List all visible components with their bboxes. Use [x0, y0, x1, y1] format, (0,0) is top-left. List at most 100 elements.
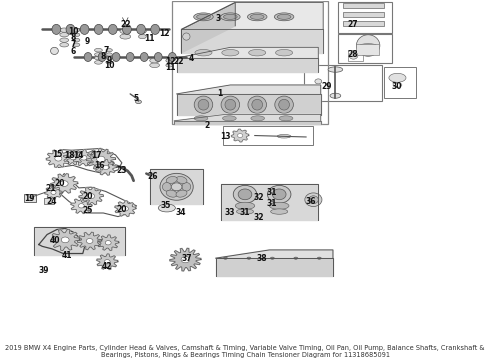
- Text: 9: 9: [85, 37, 90, 46]
- Ellipse shape: [270, 209, 288, 214]
- Ellipse shape: [162, 183, 171, 191]
- Ellipse shape: [136, 100, 142, 104]
- Ellipse shape: [140, 53, 148, 62]
- Ellipse shape: [95, 60, 102, 64]
- Circle shape: [238, 134, 243, 138]
- Ellipse shape: [80, 24, 89, 35]
- Ellipse shape: [318, 257, 321, 259]
- Bar: [338, 3, 392, 33]
- Ellipse shape: [94, 24, 103, 35]
- Ellipse shape: [194, 116, 208, 121]
- Ellipse shape: [66, 24, 75, 35]
- Ellipse shape: [279, 116, 293, 121]
- Ellipse shape: [194, 13, 213, 21]
- Polygon shape: [98, 235, 119, 251]
- Polygon shape: [216, 258, 333, 276]
- Text: 2: 2: [204, 121, 210, 130]
- Circle shape: [70, 156, 76, 160]
- Ellipse shape: [106, 61, 112, 64]
- Ellipse shape: [169, 53, 176, 62]
- Polygon shape: [86, 148, 116, 170]
- Ellipse shape: [247, 257, 251, 259]
- Ellipse shape: [160, 174, 193, 200]
- Ellipse shape: [393, 83, 402, 87]
- Polygon shape: [174, 121, 321, 125]
- Text: 27: 27: [347, 19, 358, 28]
- Text: 38: 38: [257, 255, 268, 264]
- Text: 28: 28: [347, 50, 358, 59]
- Text: 10: 10: [104, 61, 115, 70]
- Ellipse shape: [315, 79, 322, 84]
- Bar: [338, 34, 392, 63]
- Text: 11: 11: [145, 34, 155, 43]
- Ellipse shape: [195, 49, 212, 56]
- Text: 40: 40: [50, 237, 61, 246]
- Polygon shape: [231, 129, 249, 142]
- Ellipse shape: [198, 99, 209, 110]
- Ellipse shape: [220, 13, 240, 21]
- Circle shape: [88, 194, 95, 199]
- Text: 36: 36: [306, 197, 316, 206]
- Text: 4: 4: [189, 54, 194, 63]
- Ellipse shape: [309, 196, 318, 204]
- Polygon shape: [71, 198, 92, 213]
- Text: 14: 14: [74, 151, 84, 160]
- Circle shape: [181, 256, 190, 263]
- Polygon shape: [79, 187, 103, 205]
- Ellipse shape: [158, 204, 175, 212]
- Ellipse shape: [95, 48, 102, 52]
- Text: 19: 19: [24, 194, 34, 203]
- Text: 39: 39: [38, 266, 49, 275]
- Ellipse shape: [73, 28, 80, 32]
- Text: 15: 15: [52, 150, 62, 159]
- FancyBboxPatch shape: [356, 44, 379, 55]
- Ellipse shape: [120, 34, 131, 39]
- Ellipse shape: [330, 93, 341, 98]
- Ellipse shape: [151, 24, 160, 35]
- Polygon shape: [73, 149, 95, 166]
- Polygon shape: [95, 159, 117, 175]
- Text: 8: 8: [100, 52, 106, 61]
- Text: 12: 12: [166, 57, 176, 66]
- Text: 7: 7: [71, 40, 75, 49]
- Bar: [347, 50, 363, 60]
- Polygon shape: [50, 229, 80, 251]
- Ellipse shape: [95, 53, 102, 56]
- Ellipse shape: [84, 53, 92, 62]
- Ellipse shape: [150, 63, 159, 68]
- Ellipse shape: [60, 38, 69, 42]
- FancyBboxPatch shape: [24, 194, 36, 202]
- Ellipse shape: [122, 24, 131, 35]
- Text: 10: 10: [68, 27, 78, 36]
- Text: 32: 32: [253, 213, 264, 222]
- Text: 20: 20: [82, 192, 93, 201]
- Text: 31: 31: [267, 199, 277, 208]
- Ellipse shape: [277, 134, 291, 138]
- Text: 29: 29: [322, 82, 332, 91]
- Ellipse shape: [221, 96, 240, 113]
- Text: 6: 6: [71, 47, 75, 56]
- FancyBboxPatch shape: [343, 3, 384, 8]
- Ellipse shape: [154, 53, 162, 62]
- Text: 31: 31: [267, 188, 277, 197]
- Ellipse shape: [194, 96, 213, 113]
- Text: 34: 34: [175, 208, 186, 217]
- Ellipse shape: [275, 49, 293, 56]
- Polygon shape: [174, 114, 321, 121]
- Polygon shape: [176, 58, 318, 72]
- Ellipse shape: [389, 73, 406, 82]
- Ellipse shape: [95, 56, 102, 60]
- Ellipse shape: [235, 202, 255, 210]
- Text: 8: 8: [71, 33, 75, 42]
- Circle shape: [78, 204, 84, 208]
- Text: 21: 21: [45, 184, 56, 193]
- Polygon shape: [46, 150, 71, 167]
- Ellipse shape: [225, 99, 236, 110]
- Text: 22: 22: [120, 19, 130, 28]
- Ellipse shape: [98, 53, 106, 62]
- Circle shape: [97, 156, 105, 162]
- Text: 20: 20: [117, 205, 127, 214]
- Circle shape: [60, 181, 68, 186]
- Ellipse shape: [126, 53, 134, 62]
- Ellipse shape: [182, 183, 191, 191]
